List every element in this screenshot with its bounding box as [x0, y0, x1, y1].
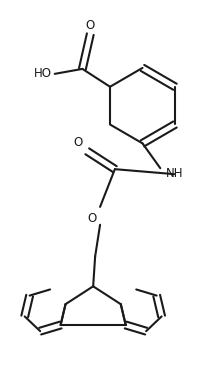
Text: NH: NH [166, 167, 184, 180]
Text: O: O [74, 136, 83, 149]
Text: HO: HO [34, 67, 52, 80]
Text: O: O [88, 212, 97, 225]
Text: O: O [86, 19, 95, 32]
